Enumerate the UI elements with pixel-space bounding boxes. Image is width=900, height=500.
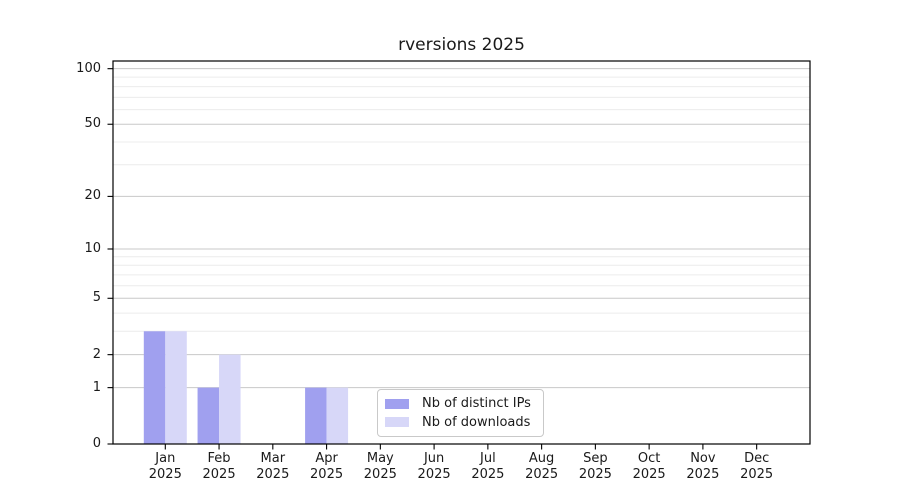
x-tick-month: Apr [315,451,338,466]
x-tick-year: 2025 [256,467,290,482]
x-tick-label-jan: Jan 2025 [135,451,195,483]
legend-swatch-downloads-icon [385,417,409,428]
y-tick-label-20: 20 [84,188,101,204]
x-tick-year: 2025 [686,467,720,482]
y-tick-label-100: 100 [76,60,101,76]
bar-distinct-ips-jan [143,331,166,444]
x-tick-month: Oct [637,451,661,466]
bar-downloads-jan [165,331,187,444]
x-tick-label-jul: Jul 2025 [458,451,518,483]
bar-downloads-feb [219,354,241,444]
x-tick-month: Mar [260,451,286,466]
y-tick-label-5: 5 [92,290,101,306]
x-tick-year: 2025 [632,467,666,482]
x-tick-year: 2025 [202,467,236,482]
x-tick-month: Aug [528,451,555,466]
legend-item-distinct-ips: Nb of distinct IPs [385,396,535,411]
x-tick-year: 2025 [417,467,451,482]
x-tick-year: 2025 [148,467,182,482]
x-tick-year: 2025 [578,467,612,482]
x-tick-month: Jun [423,451,445,466]
x-tick-year: 2025 [740,467,774,482]
legend-label-distinct-ips: Nb of distinct IPs [422,396,531,412]
x-tick-label-jun: Jun 2025 [404,451,464,483]
y-tick-label-2: 2 [92,346,101,362]
x-tick-label-aug: Aug 2025 [512,451,572,483]
bar-distinct-ips-apr [305,387,327,444]
legend-item-downloads: Nb of downloads [385,415,535,430]
legend: Nb of distinct IPs Nb of downloads [377,389,544,437]
legend-swatch-distinct-ips-icon [385,398,409,409]
x-tick-label-may: May 2025 [350,451,410,483]
y-tick-label-50: 50 [84,116,101,132]
y-tick-label-0: 0 [92,436,101,451]
x-tick-month: Dec [744,451,770,466]
x-tick-year: 2025 [525,467,559,482]
x-tick-year: 2025 [363,467,397,482]
x-tick-label-oct: Oct 2025 [619,451,679,483]
x-tick-month: Jan [155,451,176,466]
x-tick-label-mar: Mar 2025 [243,451,303,483]
bar-downloads-apr [326,387,349,444]
bar-distinct-ips-feb [197,387,220,444]
x-tick-month: Feb [207,451,231,466]
x-tick-label-sep: Sep 2025 [565,451,625,483]
x-tick-label-dec: Dec 2025 [727,451,787,483]
x-tick-month: Sep [583,451,608,466]
axes-spines [112,60,811,445]
x-tick-month: Nov [690,451,716,466]
chart-title: rversions 2025 [398,35,525,55]
x-tick-label-nov: Nov 2025 [673,451,733,483]
y-tick-label-1: 1 [92,379,101,395]
x-tick-label-apr: Apr 2025 [297,451,357,483]
legend-label-downloads: Nb of downloads [422,414,531,430]
x-tick-label-feb: Feb 2025 [189,451,249,483]
x-tick-month: May [366,451,394,466]
x-tick-month: Jul [480,451,496,466]
x-tick-year: 2025 [310,467,344,482]
x-tick-year: 2025 [471,467,505,482]
y-tick-label-10: 10 [84,240,101,256]
